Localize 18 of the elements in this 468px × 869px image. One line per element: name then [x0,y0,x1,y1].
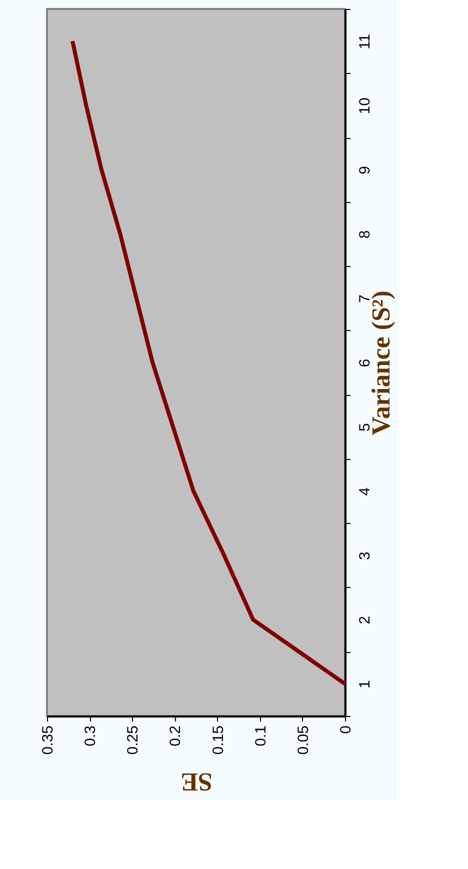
y-tick-label: 1 [356,680,374,689]
x-tick-label: 0 [338,726,354,734]
x-tick-label: 0.25 [124,726,142,755]
y-tick-label: 11 [356,34,374,50]
y-tick-label: 5 [356,423,374,432]
y-tick-label: 4 [356,487,374,496]
x-axis-title: SE [180,768,212,797]
x-tick-label: 0.15 [210,726,227,755]
y-tick-label: 10 [356,98,374,114]
x-tick-label: 0.05 [294,726,312,755]
y-tick-label: 3 [356,552,374,560]
x-tick-label: 0.3 [82,726,100,746]
y-tick-label: 8 [356,230,374,239]
x-tick-label: 0.1 [252,726,270,746]
x-tick-label: 0.35 [40,726,56,755]
y-tick-label: 2 [356,616,374,624]
x-tick-label: 0.2 [167,726,184,746]
y-tick-label: 9 [356,166,374,174]
